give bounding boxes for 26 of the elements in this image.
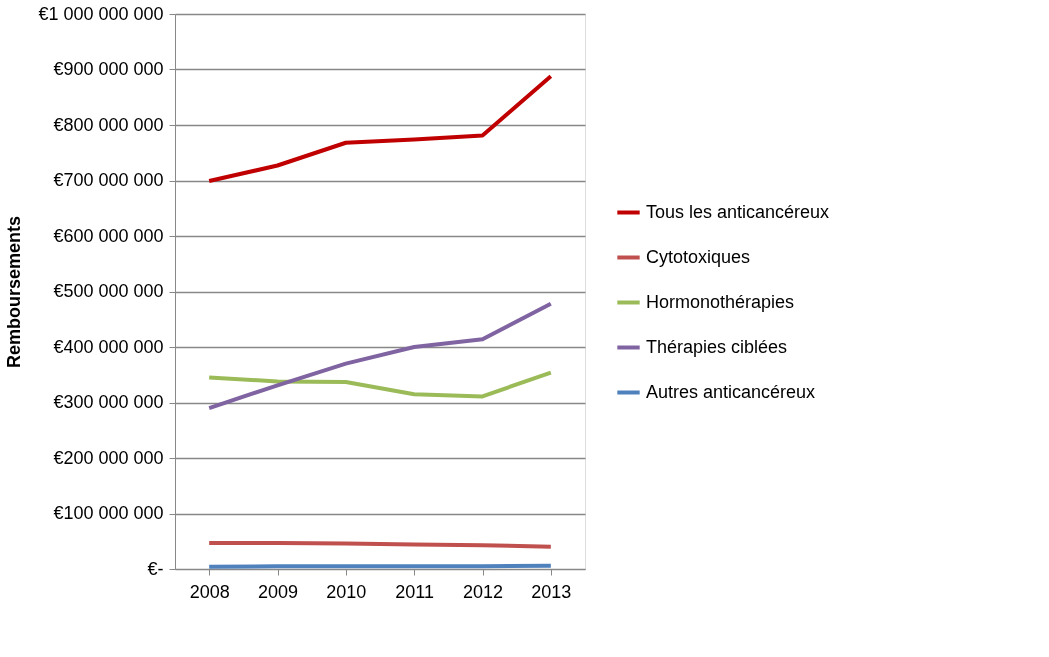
x-tick-label: 2012	[462, 581, 504, 602]
legend-label: Tous les anticancéreux	[646, 201, 830, 222]
legend-label: Cytotoxiques	[646, 246, 751, 267]
x-tick-label: 2009	[257, 581, 299, 602]
y-tick-label: €300 000 000	[53, 392, 164, 412]
y-tick-label: €800 000 000	[53, 114, 164, 135]
y-tick-label: €100 000 000	[53, 503, 164, 523]
y-tick-label: €700 000 000	[53, 170, 164, 190]
y-tick-label: €200 000 000	[53, 447, 164, 468]
line-series	[207, 301, 553, 411]
legend-label: Autres anticancéreux	[646, 381, 816, 402]
line-series	[207, 74, 553, 184]
x-tick-label: 2010	[326, 581, 367, 602]
y-tick-label: €600 000 000	[53, 225, 164, 246]
x-tick-label: 2013	[531, 581, 572, 602]
y-axis-title: Remboursements	[4, 215, 25, 369]
x-tick-label: 2011	[395, 581, 435, 602]
x-tick-label: 2008	[189, 581, 230, 602]
y-tick-label: €-	[147, 558, 164, 579]
legend-label: Hormonothérapies	[646, 291, 795, 312]
y-tick-label: €1 000 000 000	[38, 3, 164, 24]
line-series	[207, 370, 553, 399]
y-tick-label: €900 000 000	[53, 59, 164, 79]
legend-label: Thérapies ciblées	[646, 336, 788, 357]
y-tick-label: €500 000 000	[53, 281, 164, 301]
y-tick-label: €400 000 000	[53, 336, 164, 357]
